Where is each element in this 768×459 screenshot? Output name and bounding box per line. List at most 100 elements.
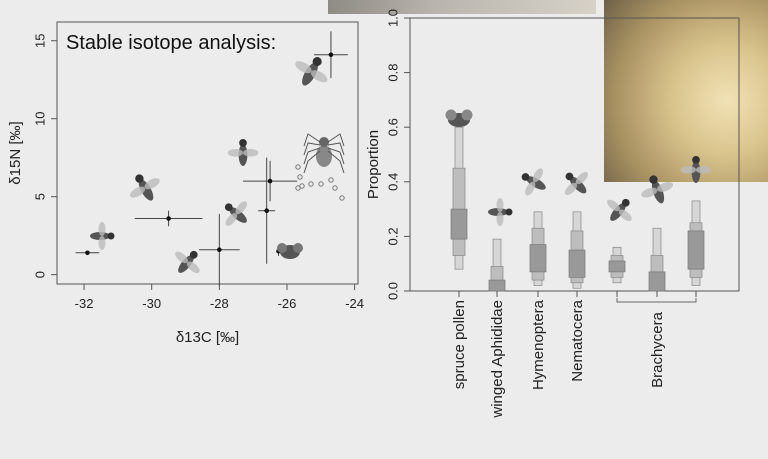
mosquito-icon [175, 250, 200, 274]
insect-wing [680, 165, 696, 174]
pollen-icon [277, 243, 303, 259]
box-50 [488, 279, 506, 292]
pollen-icon [445, 109, 473, 127]
x-category-label: spruce pollen [451, 300, 468, 389]
plot-frame [56, 21, 359, 285]
insect-wing [144, 178, 160, 190]
insect-head [312, 57, 322, 67]
egg-icon [328, 177, 334, 183]
scatter-chart: -32 -30 -28 -26 -24 0 5 10 15 δ13C [‰] δ15N [‰] [7, 21, 364, 346]
insect-wing [98, 236, 106, 250]
box-50 [687, 230, 705, 270]
spider-icon [303, 133, 345, 174]
box-50 [568, 249, 586, 278]
insect-wing [607, 199, 620, 212]
insect-wing [186, 261, 200, 274]
insect-wing [496, 212, 504, 226]
insect-head [621, 198, 630, 207]
spider-leg [327, 142, 345, 156]
insect-wing [129, 186, 146, 198]
y-axis-label: δ15N [‰] [7, 121, 24, 184]
pollen-sac [277, 243, 287, 253]
insect-body [569, 176, 587, 194]
wasp-icon [521, 168, 546, 196]
data-point [85, 250, 90, 256]
insect-wing [243, 148, 259, 157]
spider-leg [327, 133, 345, 147]
insect-head [649, 175, 658, 184]
insect-body [651, 180, 665, 204]
fly-icon [295, 57, 328, 86]
x-tick-label: -24 [345, 296, 364, 311]
spider-leg [303, 142, 321, 156]
egg-icon [332, 185, 338, 191]
brachycera-bracket [616, 298, 697, 303]
insect-body [526, 176, 546, 190]
aphid-icon [488, 198, 513, 226]
y-axis-label: Proportion [365, 130, 382, 199]
y-tick-label: 0.8 [385, 64, 400, 82]
y-tick-label: 0.0 [385, 282, 400, 300]
insect-head [135, 174, 144, 183]
egg-icon [339, 195, 345, 201]
insect-wing [696, 165, 712, 174]
group-label: Brachycera [649, 311, 666, 388]
pollen-sac [293, 243, 303, 253]
egg-icon [295, 164, 301, 170]
y-tick-label: 5 [32, 193, 47, 200]
pollen-sac [445, 109, 457, 121]
pollen-sac [461, 109, 473, 121]
y-tick-label: 15 [32, 33, 47, 47]
insect-body [138, 179, 154, 201]
egg-icon [308, 181, 314, 187]
slide-title: Stable isotope analysis: [64, 32, 279, 55]
data-point [264, 208, 269, 214]
insect-head [565, 172, 574, 181]
insect-wing [310, 70, 328, 83]
insect-wing [175, 251, 188, 264]
insect-head [224, 203, 233, 212]
egg-icon [297, 174, 303, 180]
mosquito-icon [564, 171, 588, 195]
proportion-chart: 0.0 0.2 0.4 0.6 0.8 1.0 Proportion spruce polle… [365, 9, 740, 419]
egg-icon [318, 181, 324, 187]
insect-body [691, 161, 701, 183]
insect-wing [525, 181, 536, 196]
fly-icon [607, 198, 632, 222]
data-point [267, 178, 273, 184]
insect-body [610, 203, 626, 221]
photo-strip-top [328, 0, 596, 14]
insect-wing [618, 209, 632, 222]
data-point [166, 216, 171, 221]
spider-leg [327, 150, 345, 174]
insect-wing [295, 61, 312, 74]
x-axis-label: δ13C [‰] [176, 329, 239, 346]
aphid-icon [90, 222, 115, 250]
insect-body [302, 62, 318, 86]
insect-wing [225, 213, 238, 226]
y-tick-label: 0.2 [385, 227, 400, 245]
fly-icon [227, 139, 259, 166]
insect-wing [564, 182, 578, 195]
spider-abdomen [316, 145, 332, 167]
x-tick-label: -26 [278, 296, 297, 311]
spider-leg [303, 147, 321, 165]
insect-head [521, 173, 530, 181]
photo-strip-right [604, 0, 768, 182]
x-category-label: Nematocera [569, 299, 586, 381]
x-category-label: Hymenoptera [530, 299, 547, 390]
insect-head [107, 232, 115, 240]
spider-head [319, 137, 329, 147]
wasp-icon [224, 201, 248, 226]
fly-icon [129, 174, 160, 201]
insect-head [692, 156, 700, 164]
insect-wing [641, 187, 658, 198]
insect-body [178, 255, 194, 273]
insect-wing [98, 222, 106, 236]
x-category-label: winged Aphididae [489, 300, 506, 419]
insect-head [505, 208, 513, 216]
insect-body [229, 207, 247, 223]
insect-head [239, 139, 247, 147]
box-50 [450, 208, 468, 240]
insect-wing [532, 168, 544, 183]
